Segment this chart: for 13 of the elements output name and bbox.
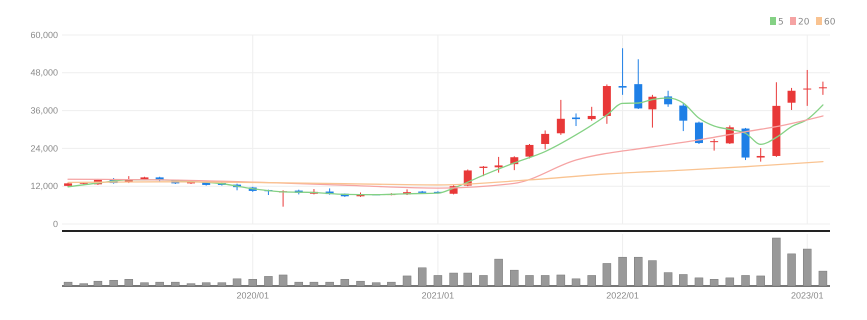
x-tick-label: 2020/01 xyxy=(236,290,270,300)
y-tick-label: 60,000 xyxy=(30,30,58,40)
legend-label: 60 xyxy=(824,18,836,28)
x-tick-label: 2021/01 xyxy=(422,290,454,300)
y-tick-label: 24,000 xyxy=(30,143,58,154)
y-tick-label: 12,000 xyxy=(30,181,58,192)
y-tick-label: 36,000 xyxy=(30,105,58,116)
x-tick-label: 2023/01 xyxy=(790,290,824,300)
legend-label: 5 xyxy=(778,18,784,28)
x-tick-label: 2022/01 xyxy=(606,290,639,300)
y-tick-label: 48,000 xyxy=(30,68,58,78)
legend-label: 20 xyxy=(798,18,810,28)
y-tick-label: 0 xyxy=(52,218,58,229)
